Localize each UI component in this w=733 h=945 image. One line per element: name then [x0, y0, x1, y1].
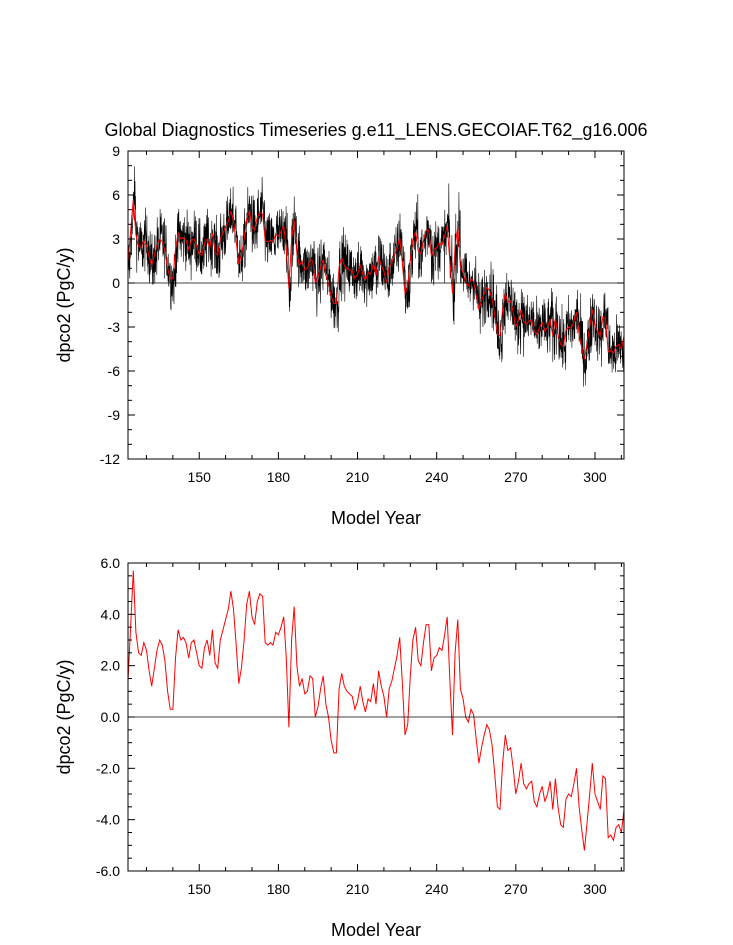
annual-mean-series-line [128, 570, 624, 851]
plot-area [128, 570, 624, 851]
timeseries-panel-monthly: 150 180 210 240 270 300 -12 -9 -6 -3 0 3 6 9 Model Yea… [54, 143, 625, 528]
y-tick-label: 3 [112, 231, 120, 247]
x-tick-label: 210 [346, 881, 370, 897]
x-axis-label: Model Year [331, 920, 421, 940]
x-tick-label: 270 [504, 469, 528, 485]
y-axis-label: dpco2 (PgC/y) [54, 659, 74, 774]
x-axis-label: Model Year [331, 508, 421, 528]
x-tick-label: 180 [267, 469, 291, 485]
x-tick-label: 150 [188, 881, 212, 897]
y-tick-label: 9 [112, 143, 120, 159]
plot-frame [127, 150, 625, 460]
monthly-series-line [128, 166, 624, 387]
y-tick-label: -12 [100, 451, 120, 467]
x-tick-label: 240 [425, 469, 449, 485]
x-tick-label: 210 [346, 469, 370, 485]
y-tick-label: -2.0 [96, 760, 120, 776]
y-tick-label: -6.0 [96, 863, 120, 879]
x-tick-label: 240 [425, 881, 449, 897]
x-tick-label: 180 [267, 881, 291, 897]
y-tick-label: -9 [108, 407, 121, 423]
y-tick-label: 6.0 [101, 555, 121, 571]
x-tick-label: 150 [188, 469, 212, 485]
y-axis-label: dpco2 (PgC/y) [54, 247, 74, 362]
y-tick-label: -3 [108, 319, 121, 335]
plot-area [128, 166, 624, 387]
y-tick-label: 0 [112, 275, 120, 291]
timeseries-panel-annual: 150 180 210 240 270 300 -6.0 -4.0 -2.0 0.0 2.0 4.0 6… [54, 555, 625, 940]
y-tick-label: 6 [112, 187, 120, 203]
y-tick-label: 2.0 [101, 658, 121, 674]
y-tick-label: 0.0 [101, 709, 121, 725]
y-tick-label: 4.0 [101, 606, 121, 622]
x-tick-label: 270 [504, 881, 528, 897]
x-tick-label: 300 [583, 881, 607, 897]
annual-mean-series-line [128, 199, 624, 360]
x-tick-label: 300 [583, 469, 607, 485]
y-tick-label: -4.0 [96, 812, 120, 828]
figure-title: Global Diagnostics Timeseries g.e11_LENS… [105, 120, 648, 141]
y-tick-label: -6 [108, 363, 121, 379]
